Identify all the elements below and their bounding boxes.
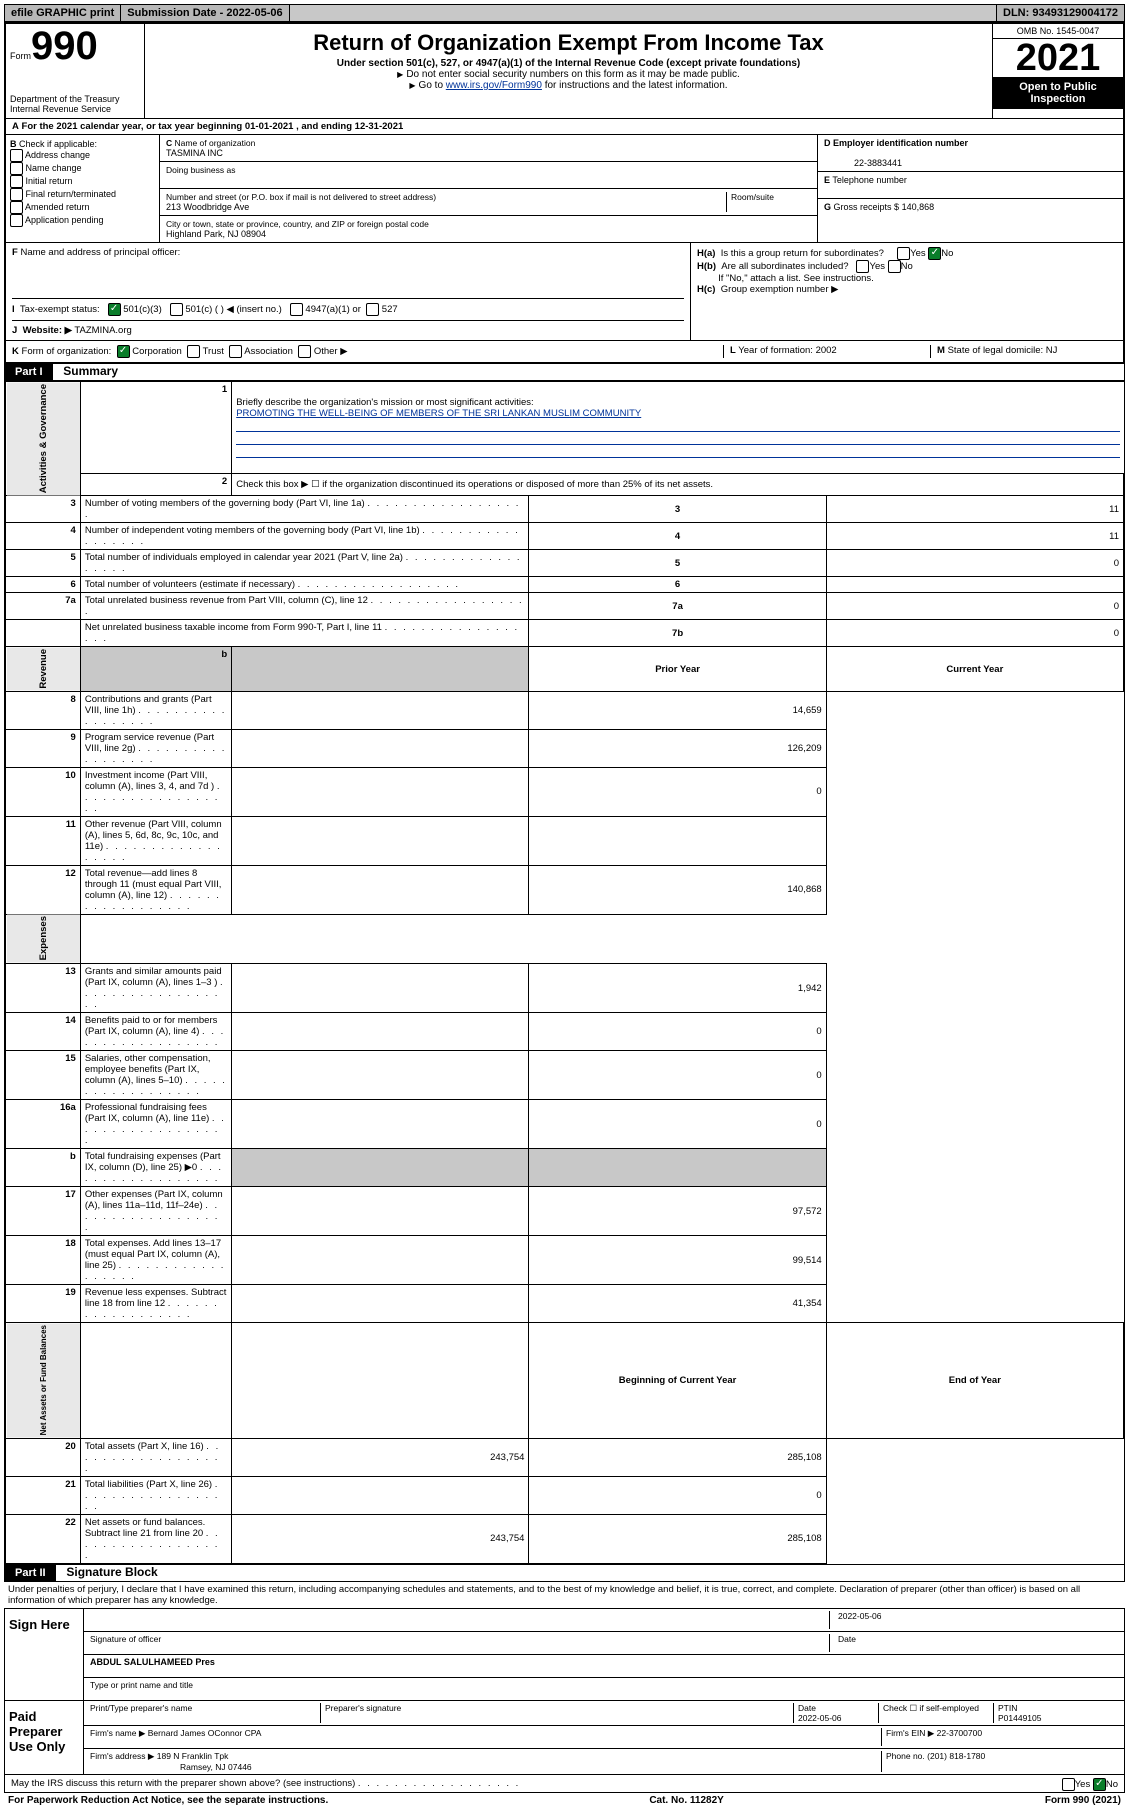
ha-yes[interactable]: [897, 247, 910, 260]
efile-button[interactable]: efile GRAPHIC print: [5, 5, 121, 21]
side-net: Net Assets or Fund Balances: [6, 1323, 81, 1438]
line-a: A For the 2021 calendar year, or tax yea…: [6, 119, 1123, 135]
city: Highland Park, NJ 08904: [166, 229, 266, 239]
header-spacer: [290, 5, 997, 21]
form-subtitle: Under section 501(c), 527, or 4947(a)(1)…: [153, 58, 984, 69]
col-b-checkboxes: B Check if applicable: Address change Na…: [6, 135, 160, 242]
open-inspection: Open to Public Inspection: [993, 77, 1123, 109]
527-checkbox[interactable]: [366, 303, 379, 316]
k-other[interactable]: [298, 345, 311, 358]
header-bar: efile GRAPHIC print Submission Date - 20…: [4, 4, 1125, 22]
irs-link[interactable]: www.irs.gov/Form990: [446, 80, 542, 91]
dln: DLN: 93493129004172: [997, 5, 1124, 21]
part1-header: Part I: [5, 364, 53, 380]
mission: PROMOTING THE WELL-BEING OF MEMBERS OF T…: [236, 408, 641, 419]
form-990-box: Form990 Department of the Treasury Inter…: [6, 24, 145, 118]
side-exp: Expenses: [6, 914, 81, 963]
footer-left: For Paperwork Reduction Act Notice, see …: [8, 1795, 328, 1806]
part1-title: Summary: [55, 362, 126, 380]
discuss-yes[interactable]: [1062, 1778, 1075, 1791]
k-trust[interactable]: [187, 345, 200, 358]
ha-no[interactable]: [928, 247, 941, 260]
k-assoc[interactable]: [229, 345, 242, 358]
footer-right: Form 990 (2021): [1045, 1795, 1121, 1806]
501c3-checkbox[interactable]: [108, 303, 121, 316]
hb-no[interactable]: [888, 260, 901, 273]
penalty-text: Under penalties of perjury, I declare th…: [4, 1582, 1125, 1608]
org-name: TASMINA INC: [166, 148, 223, 158]
year-box: OMB No. 1545-0047 2021 Open to Public In…: [993, 24, 1123, 118]
side-gov: Activities & Governance: [6, 382, 81, 496]
irs-label: Internal Revenue Service: [10, 104, 140, 114]
note-ssn: Do not enter social security numbers on …: [153, 69, 984, 80]
form-prefix: Form: [10, 51, 31, 61]
tax-year: 2021: [993, 39, 1123, 77]
4947-checkbox[interactable]: [290, 303, 303, 316]
street: 213 Woodbridge Ave: [166, 202, 249, 212]
footer-mid: Cat. No. 11282Y: [649, 1795, 723, 1806]
form-number: 990: [31, 24, 98, 68]
501c-checkbox[interactable]: [170, 303, 183, 316]
dept-treasury: Department of the Treasury: [10, 94, 140, 104]
part2-header: Part II: [5, 1565, 56, 1581]
col-de: D Employer identification number22-38834…: [818, 135, 1123, 242]
website: TAZMINA.org: [74, 325, 131, 336]
form-title: Return of Organization Exempt From Incom…: [153, 30, 984, 56]
discuss-no[interactable]: [1093, 1778, 1106, 1791]
sign-here: Sign Here: [5, 1609, 84, 1700]
note-goto: Go to www.irs.gov/Form990 for instructio…: [153, 80, 984, 91]
hb-yes[interactable]: [856, 260, 869, 273]
side-rev: Revenue: [6, 647, 81, 692]
submission-date: Submission Date - 2022-05-06: [121, 5, 289, 21]
title-block: Return of Organization Exempt From Incom…: [145, 24, 993, 118]
ein: 22-3883441: [824, 158, 902, 168]
k-corp[interactable]: [117, 345, 130, 358]
col-c-name: C Name of organizationTASMINA INC Doing …: [160, 135, 818, 242]
paid-preparer: Paid Preparer Use Only: [5, 1701, 84, 1774]
gross-receipts: 140,868: [902, 202, 935, 212]
part2-title: Signature Block: [58, 1563, 165, 1581]
